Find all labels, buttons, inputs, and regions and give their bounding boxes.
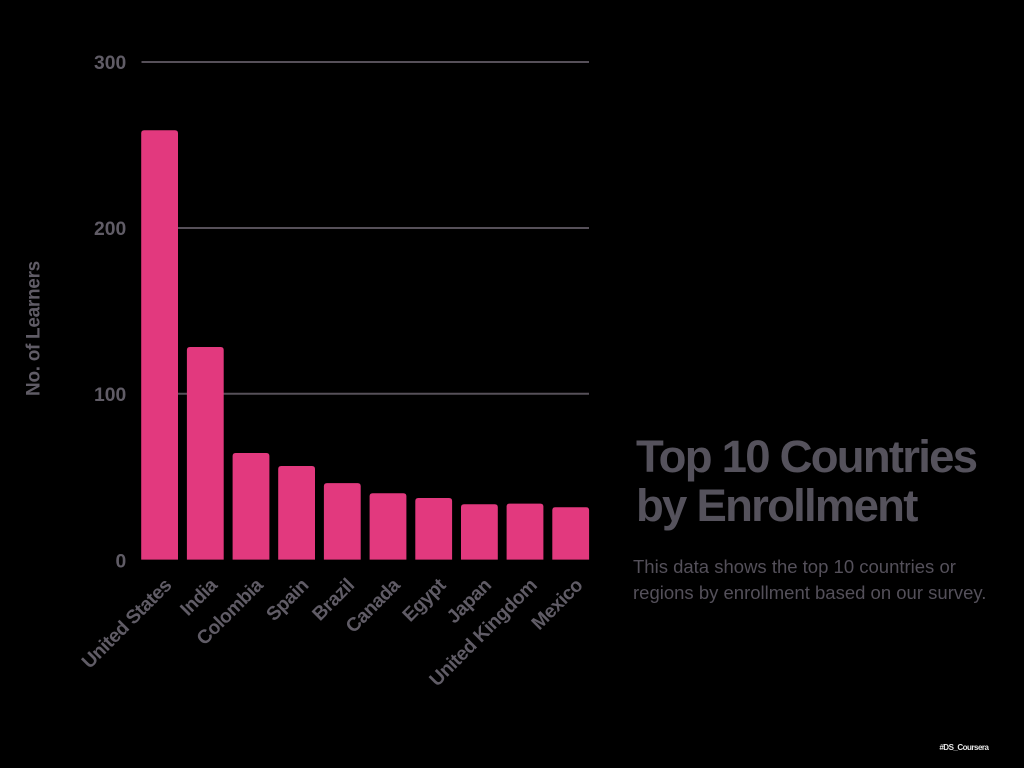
svg-text:200: 200 <box>94 219 126 240</box>
svg-text:Egypt: Egypt <box>399 574 451 626</box>
svg-text:0: 0 <box>115 552 126 573</box>
svg-text:No. of Learners: No. of Learners <box>24 261 45 396</box>
svg-text:Mexico: Mexico <box>528 575 588 635</box>
svg-text:Spain: Spain <box>263 575 313 625</box>
svg-text:300: 300 <box>94 53 126 74</box>
svg-text:100: 100 <box>94 385 126 406</box>
svg-text:United States: United States <box>78 575 176 673</box>
